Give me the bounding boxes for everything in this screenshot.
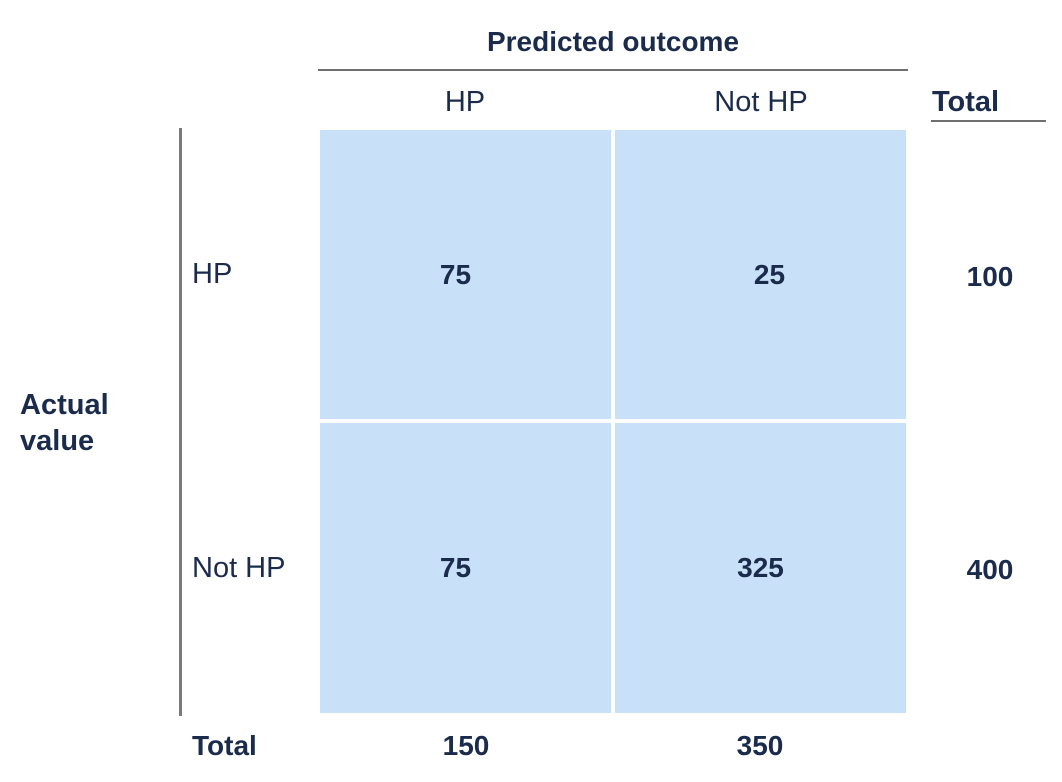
- column-total-not-hp: 350: [736, 730, 784, 761]
- cell-value: 25: [753, 258, 786, 290]
- cell-hp-hp: 75: [320, 130, 611, 419]
- actual-value-header-line2: value: [20, 425, 95, 457]
- column-total-label: Total: [192, 730, 257, 761]
- row-total-hp: 100: [966, 261, 1014, 292]
- total-header-rule: [931, 120, 1046, 122]
- row-total-not-hp: 400: [966, 554, 1014, 585]
- cell-hp-not-hp: 25: [615, 130, 906, 419]
- actual-value-header-line1: Actual: [20, 389, 109, 421]
- predicted-header-rule: [318, 69, 908, 71]
- column-label-not-hp: Not HP: [714, 86, 808, 118]
- row-label-not-hp: Not HP: [192, 552, 286, 584]
- cell-not-hp-hp: 75: [320, 423, 611, 713]
- actual-value-rule: [179, 128, 182, 716]
- cell-value: 75: [439, 258, 472, 290]
- predicted-outcome-header: Predicted outcome: [486, 26, 740, 57]
- cell-not-hp-not-hp: 325: [615, 423, 906, 713]
- cell-value: 75: [439, 552, 472, 583]
- cell-value: 325: [737, 552, 784, 583]
- row-label-hp: HP: [192, 258, 233, 290]
- row-total-header: Total: [932, 86, 1000, 118]
- column-label-hp: HP: [444, 86, 486, 118]
- column-total-hp: 150: [442, 730, 490, 761]
- actual-value-header: Actual value: [20, 387, 109, 459]
